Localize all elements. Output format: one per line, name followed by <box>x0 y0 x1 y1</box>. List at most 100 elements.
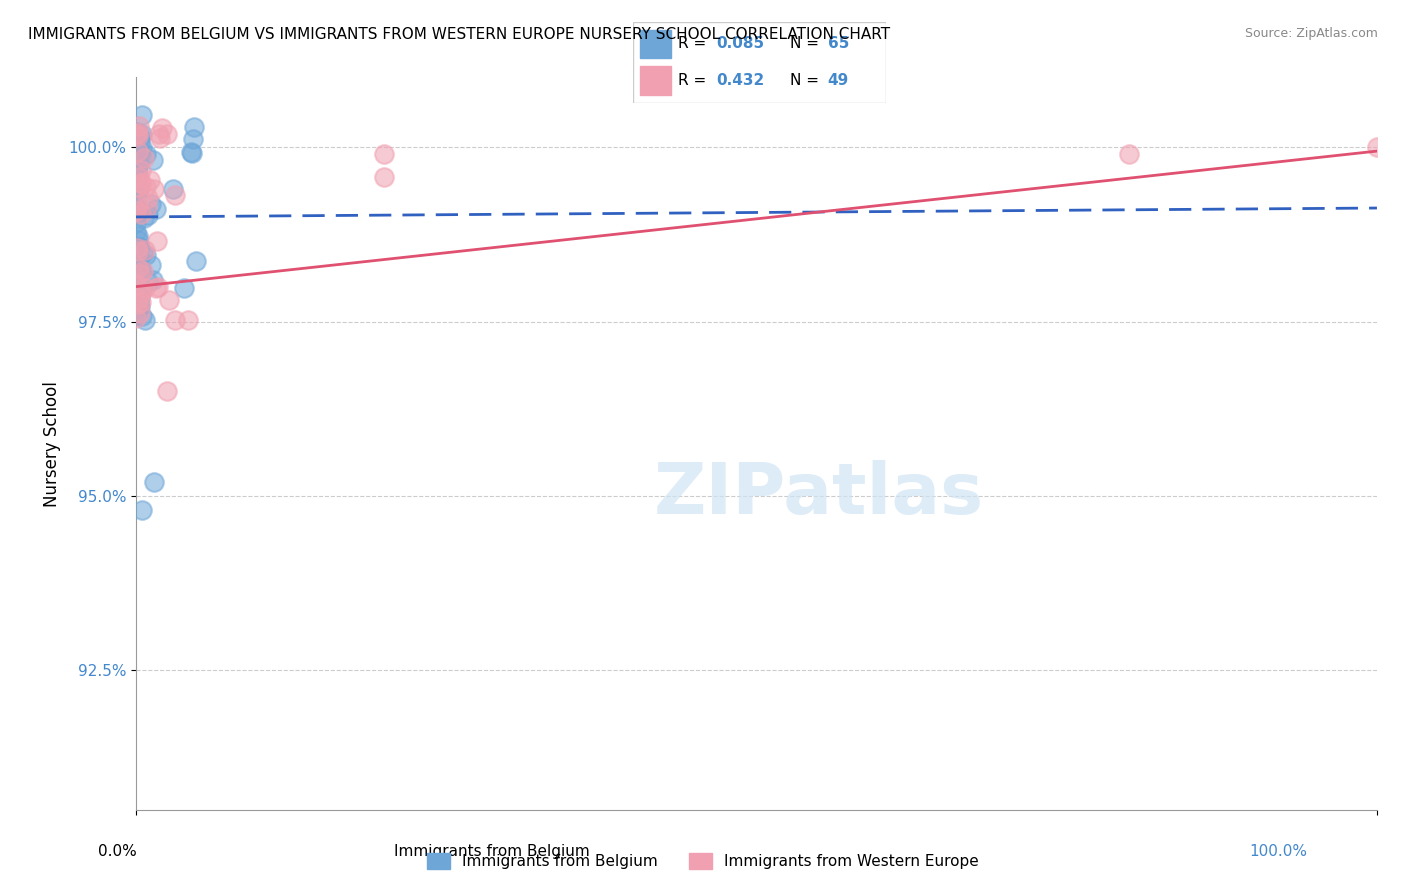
Point <box>127 198 149 212</box>
Point <box>136 200 159 214</box>
Point <box>139 197 162 211</box>
Text: 0.432: 0.432 <box>716 72 765 87</box>
Point <box>129 207 152 221</box>
Point <box>148 127 170 141</box>
Point <box>131 127 153 141</box>
Text: N =: N = <box>790 37 824 52</box>
Point <box>142 182 165 196</box>
Point <box>125 201 148 215</box>
Text: 0.085: 0.085 <box>716 37 765 52</box>
Point <box>162 182 184 196</box>
Point <box>127 153 149 168</box>
Point <box>129 295 152 310</box>
Point <box>180 145 202 160</box>
Point <box>127 205 149 219</box>
Point <box>134 281 156 295</box>
Point <box>131 176 153 190</box>
Point <box>129 177 152 191</box>
Point <box>131 309 153 323</box>
Point <box>129 134 152 148</box>
Point <box>127 297 149 311</box>
Point <box>125 242 148 256</box>
Point <box>127 128 149 143</box>
Point <box>373 147 395 161</box>
Point <box>127 144 149 158</box>
Point <box>127 244 149 258</box>
Point <box>135 180 157 194</box>
Point <box>149 131 172 145</box>
Y-axis label: Nursery School: Nursery School <box>44 381 60 507</box>
Point <box>165 312 187 326</box>
Text: Source: ZipAtlas.com: Source: ZipAtlas.com <box>1244 27 1378 40</box>
Text: N =: N = <box>790 72 824 87</box>
Point <box>131 141 153 155</box>
Point <box>125 184 148 198</box>
Point <box>125 285 148 299</box>
Point <box>134 243 156 257</box>
Point <box>125 127 148 141</box>
Point <box>127 179 149 194</box>
Point <box>125 165 148 179</box>
Point <box>129 162 152 177</box>
Point <box>141 153 163 168</box>
Point <box>181 132 204 146</box>
Point <box>146 279 169 293</box>
Point <box>125 153 148 167</box>
Point <box>127 301 149 316</box>
Text: 0.0%: 0.0% <box>98 845 138 859</box>
Point <box>128 299 150 313</box>
Point <box>176 313 198 327</box>
Point <box>129 146 152 161</box>
Point <box>127 228 149 243</box>
Point <box>139 173 162 187</box>
Point <box>1365 140 1388 154</box>
Point <box>131 108 153 122</box>
Point <box>129 289 152 303</box>
Text: 65: 65 <box>828 37 849 52</box>
Point <box>125 203 148 218</box>
Point <box>128 250 150 264</box>
Point <box>1118 147 1140 161</box>
Point <box>132 264 155 278</box>
Point <box>128 292 150 306</box>
Point <box>156 384 179 399</box>
Point <box>128 181 150 195</box>
Point <box>125 311 148 326</box>
Point <box>128 291 150 305</box>
Point <box>138 191 160 205</box>
Text: 49: 49 <box>828 72 849 87</box>
Point <box>136 208 159 222</box>
Point <box>180 145 202 160</box>
Point <box>125 167 148 181</box>
Point <box>125 144 148 158</box>
Text: 100.0%: 100.0% <box>1250 845 1308 859</box>
Point <box>139 258 162 272</box>
Point <box>136 276 159 290</box>
Point <box>125 155 148 169</box>
Point <box>145 281 167 295</box>
Text: IMMIGRANTS FROM BELGIUM VS IMMIGRANTS FROM WESTERN EUROPE NURSERY SCHOOL CORRELA: IMMIGRANTS FROM BELGIUM VS IMMIGRANTS FR… <box>28 27 890 42</box>
Point <box>128 181 150 195</box>
Point <box>125 298 148 312</box>
Point <box>128 239 150 253</box>
Point <box>132 246 155 260</box>
Point <box>128 119 150 133</box>
Text: Immigrants from Belgium: Immigrants from Belgium <box>394 845 591 859</box>
Text: R =: R = <box>678 72 711 87</box>
Point <box>129 299 152 313</box>
Point <box>125 308 148 322</box>
Point <box>146 234 169 248</box>
Point <box>143 475 166 489</box>
Point <box>127 126 149 140</box>
Point <box>131 503 153 517</box>
Point <box>163 187 186 202</box>
Point <box>129 240 152 254</box>
Point <box>128 267 150 281</box>
Text: R =: R = <box>678 37 711 52</box>
Point <box>125 256 148 270</box>
Point <box>150 121 173 136</box>
Point <box>128 169 150 184</box>
FancyBboxPatch shape <box>633 22 886 103</box>
Point <box>129 306 152 320</box>
Point <box>184 253 207 268</box>
